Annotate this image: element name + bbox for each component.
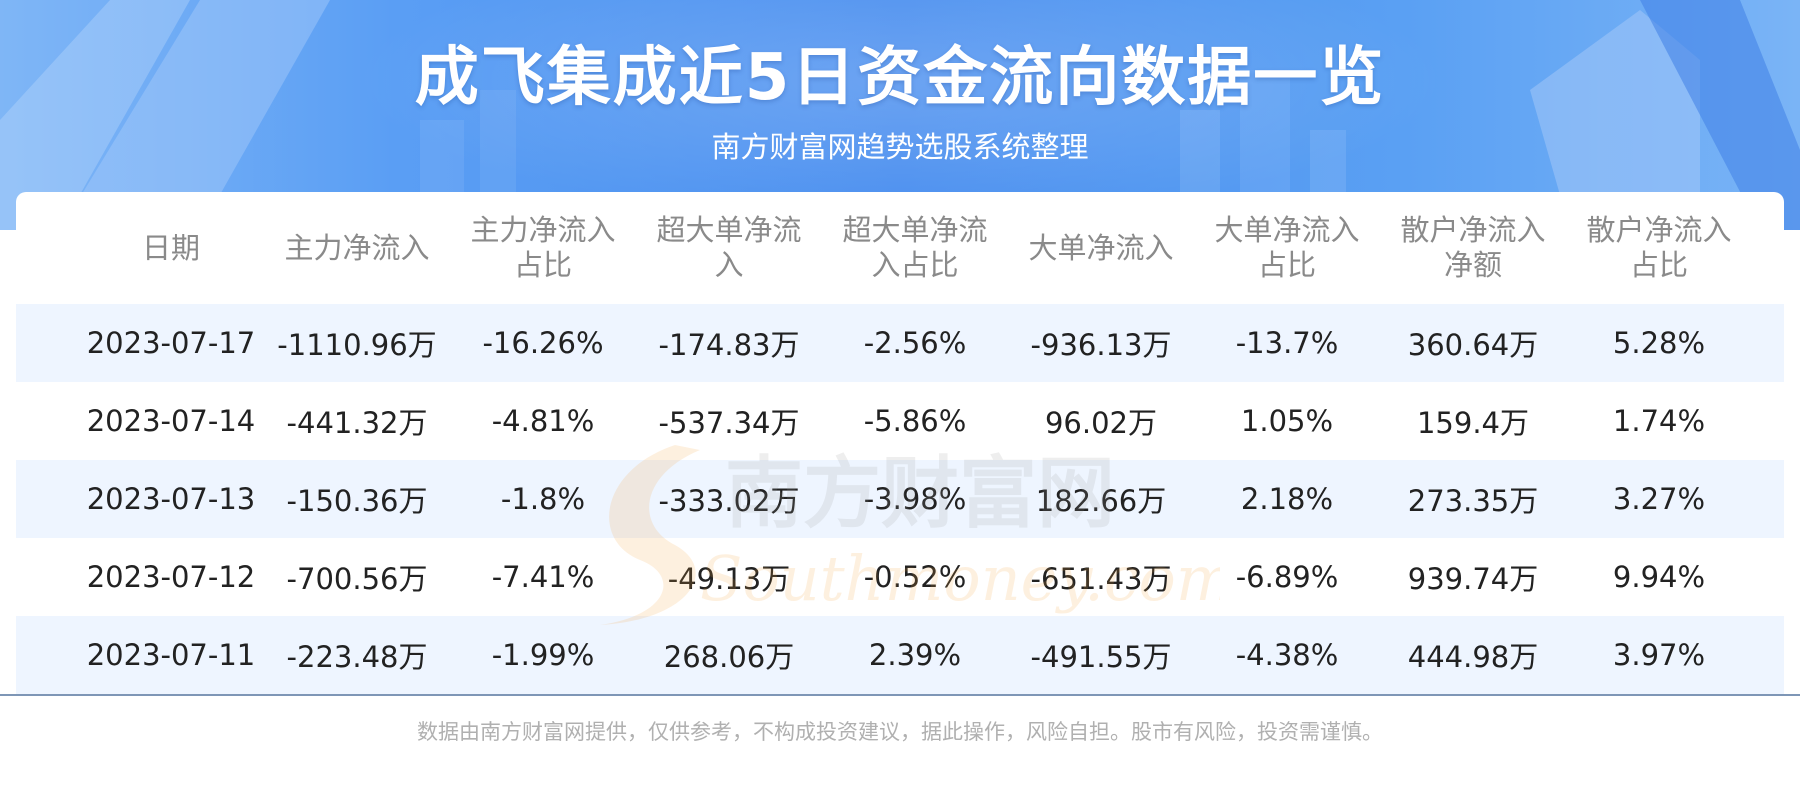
table-row: 2023-07-11 -223.48万 -1.99% 268.06万 2.39%… xyxy=(16,616,1784,694)
cell-large-net-inflow: -491.55万 xyxy=(1030,640,1172,674)
cell-super-large-net-inflow-ratio: -0.52% xyxy=(863,560,967,594)
column-header-large-net-inflow-ratio: 大单净流入占比 xyxy=(1214,213,1360,282)
cell-super-large-net-inflow: -174.83万 xyxy=(658,328,800,362)
cell-retail-net-inflow: 939.74万 xyxy=(1407,562,1539,596)
cell-super-large-net-inflow-ratio: -2.56% xyxy=(863,326,967,360)
cell-main-net-inflow: -700.56万 xyxy=(286,562,428,596)
cell-large-net-inflow-ratio: -4.38% xyxy=(1235,638,1339,672)
table-header: 日期 主力净流入 主力净流入占比 超大单净流入 超大单净流入占比 大单净流入 大… xyxy=(16,192,1784,304)
table-bottom-divider xyxy=(0,694,1800,696)
cell-main-net-inflow: -1110.96万 xyxy=(277,328,437,362)
cell-date: 2023-07-13 xyxy=(86,482,256,516)
cell-retail-net-inflow: 444.98万 xyxy=(1407,640,1539,674)
table-row: 2023-07-13 -150.36万 -1.8% -333.02万 -3.98… xyxy=(16,460,1784,538)
cell-large-net-inflow: 182.66万 xyxy=(1035,484,1167,518)
page-subtitle: 南方财富网趋势选股系统整理 xyxy=(711,130,1089,164)
cell-date: 2023-07-12 xyxy=(86,560,256,594)
table-row: 2023-07-14 -441.32万 -4.81% -537.34万 -5.8… xyxy=(16,382,1784,460)
page-title: 成飞集成近5日资金流向数据一览 xyxy=(414,41,1386,115)
cell-large-net-inflow-ratio: -6.89% xyxy=(1235,560,1339,594)
cell-super-large-net-inflow: -333.02万 xyxy=(658,484,800,518)
column-header-retail-net-inflow-ratio: 散户净流入占比 xyxy=(1586,213,1732,282)
footer-disclaimer: 数据由南方财富网提供，仅供参考，不构成投资建议，据此操作，风险自担。股市有风险，… xyxy=(417,720,1383,744)
cell-retail-net-inflow-ratio: 1.74% xyxy=(1612,404,1706,438)
cell-main-net-inflow: -150.36万 xyxy=(286,484,428,518)
cell-large-net-inflow-ratio: -13.7% xyxy=(1235,326,1339,360)
cell-retail-net-inflow: 273.35万 xyxy=(1407,484,1539,518)
cell-super-large-net-inflow-ratio: -5.86% xyxy=(863,404,967,438)
cell-super-large-net-inflow-ratio: -3.98% xyxy=(863,482,967,516)
cell-super-large-net-inflow-ratio: 2.39% xyxy=(868,638,962,672)
cell-main-net-inflow-ratio: -4.81% xyxy=(491,404,595,438)
cell-main-net-inflow: -441.32万 xyxy=(286,406,428,440)
cell-main-net-inflow-ratio: -16.26% xyxy=(482,326,604,360)
cell-retail-net-inflow-ratio: 5.28% xyxy=(1612,326,1706,360)
cell-main-net-inflow-ratio: -1.99% xyxy=(491,638,595,672)
cell-date: 2023-07-11 xyxy=(86,638,256,672)
cell-retail-net-inflow: 159.4万 xyxy=(1416,406,1530,440)
banner-glow xyxy=(350,0,1450,220)
cell-date: 2023-07-14 xyxy=(86,404,256,438)
cell-retail-net-inflow-ratio: 9.94% xyxy=(1612,560,1706,594)
cell-retail-net-inflow: 360.64万 xyxy=(1407,328,1539,362)
cell-main-net-inflow-ratio: -7.41% xyxy=(491,560,595,594)
column-header-main-net-inflow: 主力净流入 xyxy=(284,230,430,265)
table-row: 2023-07-17 -1110.96万 -16.26% -174.83万 -2… xyxy=(16,304,1784,382)
cell-date: 2023-07-17 xyxy=(86,326,256,360)
column-header-main-net-inflow-ratio: 主力净流入占比 xyxy=(470,213,616,282)
cell-large-net-inflow: 96.02万 xyxy=(1044,406,1158,440)
cell-super-large-net-inflow: -537.34万 xyxy=(658,406,800,440)
cell-retail-net-inflow-ratio: 3.27% xyxy=(1612,482,1706,516)
cell-main-net-inflow: -223.48万 xyxy=(286,640,428,674)
cell-retail-net-inflow-ratio: 3.97% xyxy=(1612,638,1706,672)
column-header-super-large-net-inflow: 超大单净流入 xyxy=(656,213,802,282)
table-row: 2023-07-12 -700.56万 -7.41% -49.13万 -0.52… xyxy=(16,538,1784,616)
cell-main-net-inflow-ratio: -1.8% xyxy=(500,482,586,516)
cell-large-net-inflow: -651.43万 xyxy=(1030,562,1172,596)
cell-super-large-net-inflow: 268.06万 xyxy=(663,640,795,674)
column-header-large-net-inflow: 大单净流入 xyxy=(1028,230,1174,265)
cell-super-large-net-inflow: -49.13万 xyxy=(667,562,791,596)
column-header-super-large-net-inflow-ratio: 超大单净流入占比 xyxy=(842,213,988,282)
column-header-date: 日期 xyxy=(141,230,200,265)
cell-large-net-inflow-ratio: 1.05% xyxy=(1240,404,1334,438)
cell-large-net-inflow-ratio: 2.18% xyxy=(1240,482,1334,516)
column-header-retail-net-inflow: 散户净流入净额 xyxy=(1400,213,1546,282)
cell-large-net-inflow: -936.13万 xyxy=(1030,328,1172,362)
